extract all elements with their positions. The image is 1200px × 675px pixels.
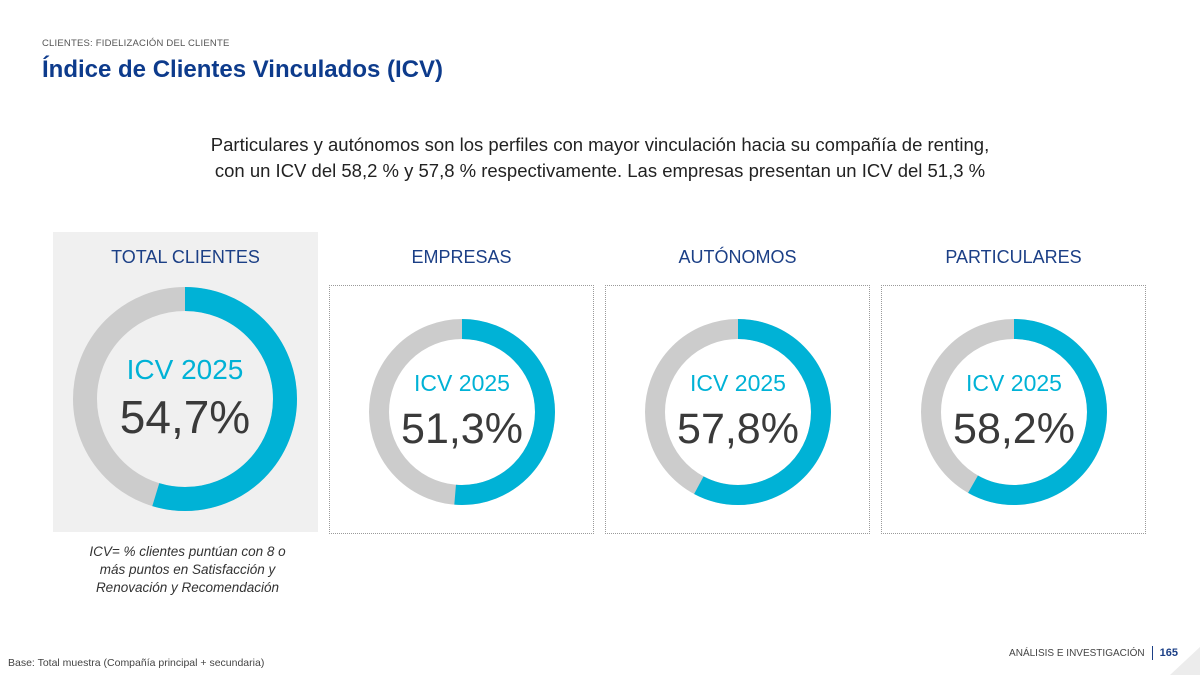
icv-definition-note: ICV= % clientes puntúan con 8 o más punt… [60, 543, 315, 597]
footer-corner-decoration [1170, 647, 1200, 675]
empresas-card [329, 285, 594, 534]
donut-value-label: 58,2% [953, 405, 1075, 453]
donut-label: ICV 2025 [127, 354, 244, 385]
base-note: Base: Total muestra (Compañía principal … [8, 657, 265, 669]
footer-divider [1151, 646, 1153, 660]
autonomos-donut: ICV 2025 57,8% [645, 319, 831, 505]
donut-value-label: 57,8% [677, 405, 799, 453]
donut-label: ICV 2025 [966, 370, 1062, 396]
donut-value-arc [645, 319, 831, 505]
empresas-donut: ICV 2025 51,3% [369, 319, 555, 505]
note-line-3: Renovación y Recomendación [95, 580, 280, 595]
donut-value-label: 54,7% [120, 391, 250, 443]
donut-value-arc [369, 319, 555, 505]
particulares-card [881, 285, 1146, 534]
total-clientes-donut: ICV 2025 54,7% [73, 287, 297, 511]
footer: ANÁLISIS E INVESTIGACIÓN 165 [1009, 646, 1178, 660]
particulares-title: PARTICULARES [945, 247, 1082, 267]
donut-label: ICV 2025 [414, 370, 510, 396]
particulares-donut: ICV 2025 58,2% [921, 319, 1107, 505]
page-title: Índice de Clientes Vinculados (ICV) [42, 56, 443, 83]
donut-value-arc [73, 287, 297, 511]
donut-label: ICV 2025 [690, 370, 786, 396]
summary-text: Particulares y autónomos son los perfile… [100, 132, 1100, 184]
donut-value-label: 51,3% [401, 405, 523, 453]
note-line-1: ICV= % clientes puntúan con 8 o [89, 544, 286, 559]
summary-line-1: Particulares y autónomos son los perfile… [210, 134, 990, 155]
empresas-title: EMPRESAS [411, 247, 512, 267]
autonomos-card [605, 285, 870, 534]
autonomos-title: AUTÓNOMOS [678, 247, 797, 267]
total-clientes-title: TOTAL CLIENTES [111, 247, 260, 267]
donut-value-arc [921, 319, 1107, 505]
summary-line-2: con un ICV del 58,2 % y 57,8 % respectiv… [214, 160, 986, 181]
footer-label: ANÁLISIS E INVESTIGACIÓN [1009, 647, 1145, 659]
section-label: CLIENTES: FIDELIZACIÓN DEL CLIENTE [42, 38, 230, 49]
note-line-2: más puntos en Satisfacción y [99, 562, 276, 577]
